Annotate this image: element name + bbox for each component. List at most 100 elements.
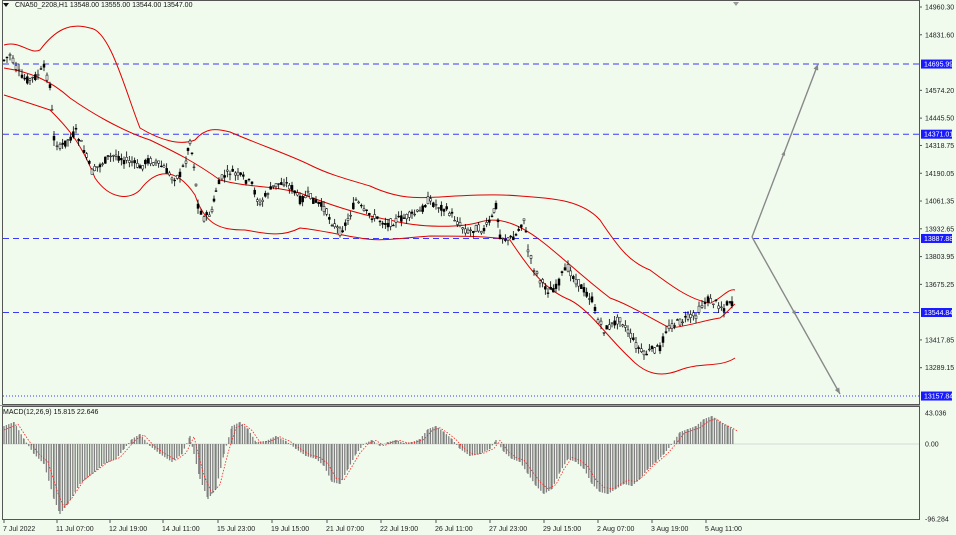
candle-body [381, 222, 384, 225]
time-axis: 7 Jul 2022 11 Jul 07:00 12 Jul 19:00 14 Jul… [3, 519, 742, 533]
candle-body [448, 212, 451, 216]
candle-body [717, 305, 720, 309]
candle-body [354, 199, 358, 201]
candle-body [405, 214, 408, 220]
candle-body [514, 234, 518, 236]
candle-body [637, 347, 640, 349]
candle-body [394, 217, 398, 223]
candle-body [152, 162, 155, 166]
candle-body [477, 224, 480, 232]
candle-body [469, 229, 472, 231]
candle-body [703, 301, 707, 304]
candle-body [231, 168, 234, 172]
shift-marker-icon[interactable] [733, 2, 739, 6]
candle-body [678, 318, 682, 326]
candle-body [282, 184, 286, 186]
projection-arrows[interactable] [751, 63, 841, 395]
candle-body [676, 319, 679, 321]
candle-body [122, 160, 126, 165]
price-axis: 14960.30 14831.60 14574.20 14445.50 14318.75… [919, 5, 954, 372]
candle-body [461, 227, 464, 230]
candle-body [304, 195, 307, 198]
candle-body [8, 54, 12, 56]
candle-body [50, 109, 54, 111]
candle-body [504, 239, 507, 241]
candle-body [485, 222, 488, 225]
candle-body [36, 73, 40, 77]
candle-body [220, 174, 224, 180]
candle-body [681, 321, 684, 324]
price-tick-label: 14190.05 [925, 171, 954, 178]
candle-body [376, 216, 379, 219]
candle-body [2, 59, 6, 61]
candle-body [673, 325, 676, 327]
candle-body [154, 160, 158, 164]
candle-body [532, 270, 536, 272]
candle-body [642, 350, 646, 356]
candle-body [392, 224, 395, 227]
candle-body [301, 196, 304, 203]
candle-body [28, 78, 32, 81]
time-tick-label: 7 Jul 2022 [3, 526, 35, 533]
candle-body [700, 305, 704, 308]
candle-body [529, 255, 533, 259]
chevron-down-icon[interactable] [3, 3, 9, 8]
candle-body [429, 198, 432, 202]
candle-body [322, 206, 326, 212]
candle-body [288, 185, 291, 190]
time-tick-label: 11 Jul 07:00 [56, 526, 94, 533]
candle-body [293, 190, 296, 194]
candle-body [725, 301, 729, 306]
candle-body [341, 230, 344, 233]
candle-body [223, 175, 226, 178]
candle-body [93, 166, 96, 171]
candle-body [157, 160, 160, 164]
candle-body [247, 178, 251, 181]
time-tick-label: 26 Jul 11:00 [435, 526, 473, 533]
candle-body [496, 219, 500, 223]
candle-body [55, 145, 59, 147]
price-tick-label: 14574.20 [925, 88, 954, 95]
candle-body [196, 203, 200, 209]
candle-body [538, 280, 542, 284]
candle-body [709, 298, 712, 304]
candle-body [574, 279, 578, 285]
candle-body [593, 306, 597, 311]
candle-body [410, 211, 414, 214]
candle-body [712, 303, 715, 305]
candle-body [526, 249, 530, 253]
candle-body [605, 325, 608, 330]
macd-tick-label: -96.284 [925, 517, 949, 524]
candle-body [389, 218, 392, 227]
candle-body [569, 270, 572, 277]
candle-body [706, 296, 710, 303]
candle-body [386, 222, 390, 228]
candle-body [552, 288, 555, 293]
price-tick-label: 14445.50 [925, 116, 954, 123]
candle-body [582, 287, 586, 293]
candle-body [328, 217, 331, 220]
candle-body [194, 183, 198, 187]
candle-body [541, 279, 544, 283]
candle-body [199, 210, 203, 215]
candle-body [138, 165, 142, 169]
candle-body [566, 264, 570, 272]
candle-body [602, 332, 606, 334]
arrowhead-icon [813, 64, 819, 71]
candle-body [266, 193, 270, 195]
candle-body [184, 160, 188, 164]
candle-body [244, 179, 248, 184]
candle-body [234, 172, 237, 176]
candle-body [330, 224, 334, 227]
price-tick-label: 13932.65 [925, 226, 954, 233]
level-badge [921, 308, 952, 318]
level-badge [921, 129, 952, 139]
candle-body [23, 77, 26, 80]
candle-body [418, 209, 422, 212]
time-tick-label: 19 Jul 15:00 [271, 526, 309, 533]
candle-body [509, 235, 512, 238]
candle-body [664, 331, 668, 333]
candle-body [544, 286, 547, 290]
